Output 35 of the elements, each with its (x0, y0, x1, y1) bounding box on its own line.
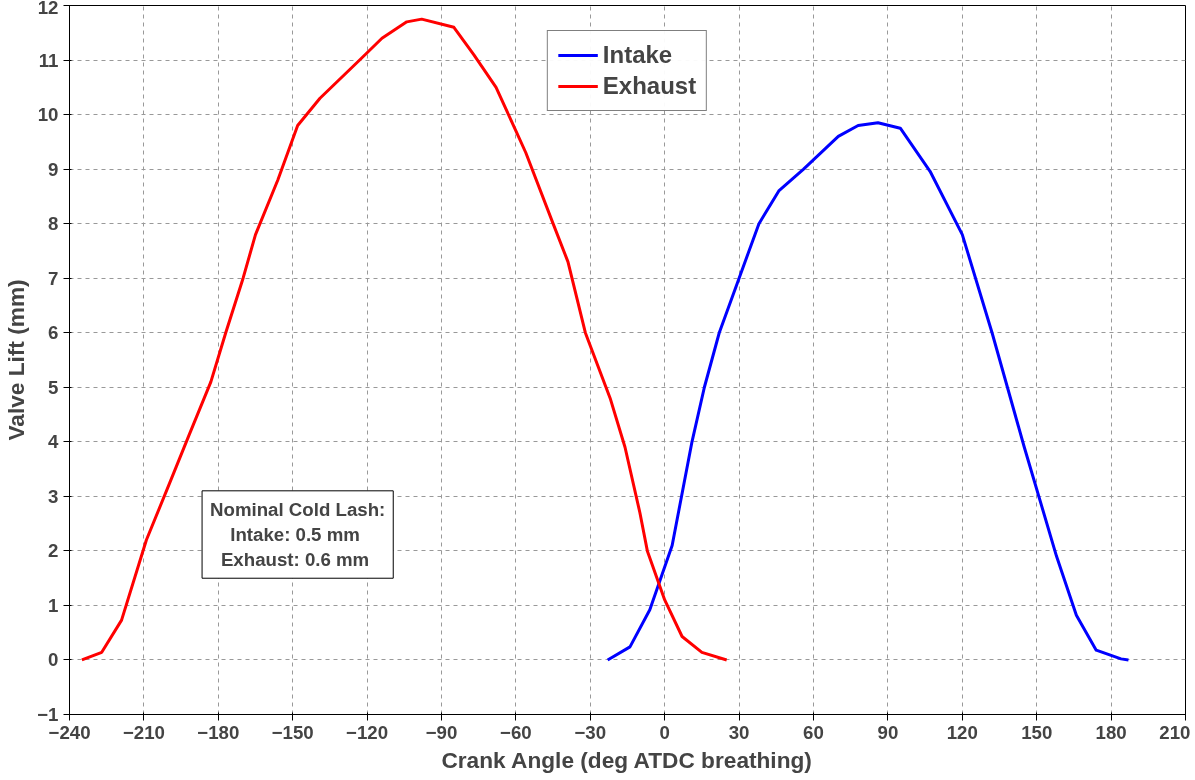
legend-label: Exhaust (602, 72, 697, 100)
x-tick-label: 150 (1021, 721, 1053, 743)
x-tick-label: 180 (1095, 721, 1127, 743)
y-tick-label: 6 (48, 322, 59, 344)
line-series (80, 17, 729, 662)
x-tick-label: −150 (271, 721, 314, 743)
x-tick-label: 30 (728, 721, 750, 743)
y-tick-label: 2 (48, 540, 59, 562)
y-tick-label: 5 (48, 376, 59, 398)
y-tick-label: 11 (38, 49, 59, 71)
x-tick-label: −120 (346, 721, 389, 743)
x-tick-label: −60 (500, 721, 532, 743)
y-tick-label: 4 (48, 431, 60, 453)
x-tick-label: −180 (197, 721, 240, 743)
x-tick-label: 90 (877, 721, 899, 743)
y-tick-label: 0 (48, 649, 59, 671)
y-tick-label: 9 (48, 158, 59, 180)
x-tick-label: 120 (946, 721, 978, 743)
legend-label: Intake (602, 41, 673, 69)
x-tick-label: 60 (803, 721, 824, 743)
y-tick-label: 10 (37, 104, 59, 126)
y-tick-label: 7 (48, 267, 59, 289)
y-tick-label: 8 (48, 213, 59, 235)
annotation: Nominal Cold Lash: Intake: 0.5 mm Exhaust: 0.6 mm (210, 498, 386, 571)
x-axis-title: Crank Angle (deg ATDC breathing) (441, 746, 812, 773)
x-tick-label: −90 (425, 721, 458, 743)
y-tick-label: 3 (48, 485, 59, 507)
y-axis-title: Valve Lift (mm) (3, 279, 30, 441)
y-tick-label: 1 (48, 594, 59, 616)
line-series (606, 121, 1130, 662)
x-tick-label: −210 (122, 721, 165, 743)
x-tick-label: 210 (1159, 721, 1191, 743)
y-tick-label: 12 (37, 0, 59, 18)
x-tick-label: 0 (659, 721, 670, 743)
x-tick-label: −30 (574, 721, 607, 743)
